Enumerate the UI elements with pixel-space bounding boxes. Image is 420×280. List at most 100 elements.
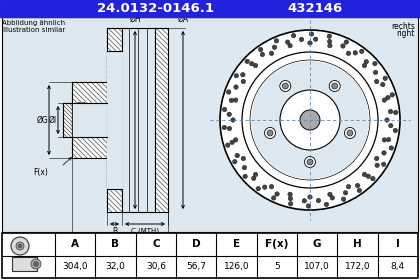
Circle shape [388,123,393,128]
Circle shape [302,199,307,203]
Text: D: D [192,239,200,249]
Text: 107,0: 107,0 [304,262,330,271]
Circle shape [241,156,246,161]
Text: B: B [111,239,120,249]
Circle shape [341,44,345,48]
Circle shape [373,61,377,66]
Circle shape [241,73,245,77]
Circle shape [249,62,254,66]
Text: rechts: rechts [391,22,415,31]
Circle shape [11,237,29,255]
Circle shape [262,185,267,189]
Circle shape [274,39,278,43]
Circle shape [324,202,328,207]
Circle shape [382,151,386,155]
Circle shape [330,196,334,200]
Circle shape [389,146,394,150]
Circle shape [355,183,360,188]
Circle shape [346,185,351,189]
Bar [72,82,107,158]
Circle shape [308,41,312,45]
Circle shape [227,126,232,131]
Circle shape [241,79,246,84]
Circle shape [226,143,230,147]
Circle shape [256,186,260,191]
Circle shape [220,30,400,210]
Circle shape [371,176,375,181]
Text: G: G [313,239,321,249]
Circle shape [328,39,332,44]
Circle shape [375,163,379,167]
Text: 8,4: 8,4 [391,262,405,271]
Circle shape [385,118,389,122]
Circle shape [375,156,379,161]
Circle shape [306,204,311,208]
Circle shape [300,110,320,130]
Text: C (MTH): C (MTH) [131,227,159,234]
Circle shape [332,83,338,89]
Circle shape [258,47,263,52]
Circle shape [267,130,273,136]
Circle shape [346,51,351,55]
Circle shape [18,244,22,248]
Text: ØG: ØG [36,116,48,125]
Bar [73,103,106,137]
Text: E: E [233,239,240,249]
Circle shape [362,63,367,68]
Text: B: B [112,227,117,236]
Circle shape [231,118,235,122]
Circle shape [227,112,231,116]
Bar [2,233,418,278]
Circle shape [386,137,391,142]
Circle shape [223,107,227,112]
Circle shape [288,196,293,201]
Text: Abbildung ähnlich: Abbildung ähnlich [2,20,65,26]
Text: D: D [117,237,123,246]
Circle shape [364,60,368,64]
Bar [2,17,418,232]
Circle shape [234,138,238,142]
Circle shape [286,40,290,44]
Bar [12,257,37,271]
Text: F(x): F(x) [33,168,48,177]
Text: F(x): F(x) [265,239,289,249]
Circle shape [309,32,314,36]
Circle shape [382,98,386,102]
Circle shape [382,138,386,142]
Text: ØH: ØH [129,15,141,24]
Circle shape [234,85,238,89]
Circle shape [316,198,320,203]
Circle shape [360,49,364,53]
Circle shape [271,196,276,200]
Circle shape [280,81,291,92]
Text: right: right [396,29,415,38]
Circle shape [235,153,239,158]
Text: 172,0: 172,0 [345,262,370,271]
Bar [107,28,122,212]
Circle shape [272,45,277,49]
Text: Illustration similar: Illustration similar [2,27,65,33]
Circle shape [344,40,349,44]
Bar [122,29,155,211]
Circle shape [252,176,256,181]
Circle shape [260,52,265,57]
Bar [155,28,168,212]
Circle shape [234,74,239,78]
Text: 5: 5 [274,262,280,271]
Circle shape [390,93,394,97]
Text: ØA: ØA [177,15,189,24]
Circle shape [253,63,258,68]
Circle shape [245,59,249,64]
Circle shape [269,185,274,189]
Circle shape [253,172,258,177]
Circle shape [282,83,288,89]
Text: 126,0: 126,0 [224,262,249,271]
Text: ØI: ØI [49,116,57,125]
Text: H: H [353,239,362,249]
Bar [63,103,72,137]
Circle shape [243,174,247,179]
Circle shape [280,90,340,150]
Text: C: C [152,239,160,249]
Bar [0,0,420,17]
Circle shape [234,98,238,102]
